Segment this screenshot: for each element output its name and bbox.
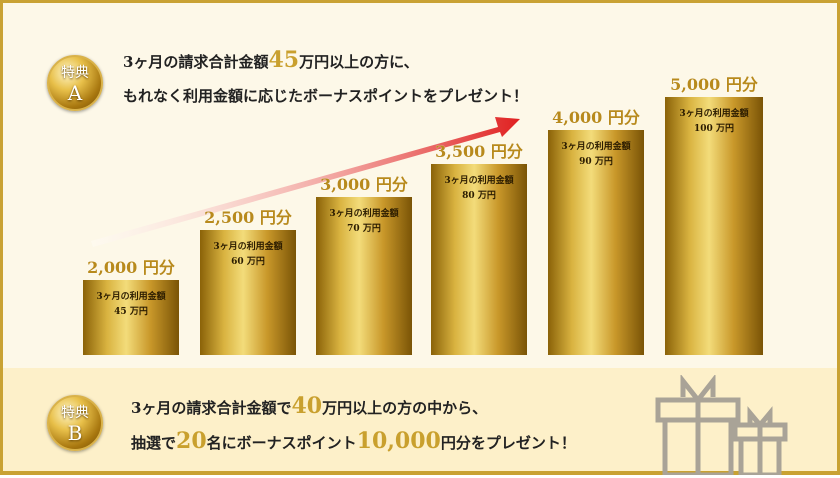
tier-2: 2,500 円分 3ヶ月の利用金額 60 万円 <box>200 204 296 355</box>
highlight-number: 40 <box>291 393 323 419</box>
tier-reward: 5,000 円分 <box>670 75 758 94</box>
tier-amount: 100 万円 <box>694 124 734 134</box>
benefit-a-medal: 特典 A <box>47 55 103 111</box>
tier-bar: 3ヶ月の利用金額 90 万円 <box>548 130 644 355</box>
medal-label: 特典 <box>61 65 89 81</box>
benefit-b-line2: 抽選で20名にボーナスポイント10,000円分をプレゼント！ <box>131 428 576 454</box>
text: 万円以上の方の中から、 <box>322 399 488 417</box>
medal-letter: B <box>67 421 83 445</box>
tier-caption: 3ヶ月の利用金額 <box>96 292 166 302</box>
tier-amount: 70 万円 <box>347 223 381 234</box>
tier-amount: 80 万円 <box>462 190 496 201</box>
text: 名にボーナスポイント <box>206 434 357 452</box>
highlight-number: 20 <box>176 428 207 454</box>
tier-6: 5,000 円分 3ヶ月の利用金額 100 万円 <box>665 71 763 355</box>
tier-5: 4,000 円分 3ヶ月の利用金額 90 万円 <box>548 104 644 355</box>
tier-3: 3,000 円分 3ヶ月の利用金額 70 万円 <box>316 171 412 355</box>
text: 万円以上の方に、 <box>299 53 419 71</box>
tier-caption: 3ヶ月の利用金額 <box>329 208 399 219</box>
text: 3ヶ月の請求合計金額で <box>131 399 292 417</box>
medal-label: 特典 <box>61 405 89 421</box>
tier-amount: 45 万円 <box>114 307 148 317</box>
tier-1: 2,000 円分 3ヶ月の利用金額 45 万円 <box>83 254 179 355</box>
tier-amount: 60 万円 <box>231 257 265 268</box>
tier-reward: 4,000 円分 <box>552 108 640 128</box>
text: 抽選で <box>131 434 177 452</box>
growth-arrow-icon <box>91 117 520 247</box>
medal-letter: A <box>67 81 83 105</box>
benefit-a-line2: もれなく利用金額に応じたボーナスポイントをプレゼント！ <box>123 87 529 105</box>
benefit-a-line1: 3ヶ月の請求合計金額45万円以上の方に、 <box>123 47 419 73</box>
text: 3ヶ月の請求合計金額 <box>123 53 269 71</box>
tier-reward: 3,500 円分 <box>435 141 523 161</box>
tier-amount: 90 万円 <box>579 157 613 168</box>
benefit-b-line1: 3ヶ月の請求合計金額で40万円以上の方の中から、 <box>131 393 487 419</box>
tier-reward: 2,000 円分 <box>87 258 175 277</box>
tier-bar: 3ヶ月の利用金額 70 万円 <box>316 196 412 355</box>
tier-bar: 3ヶ月の利用金額 45 万円 <box>83 280 179 355</box>
tier-caption: 3ヶ月の利用金額 <box>561 142 631 153</box>
gift-box-icon <box>655 375 788 475</box>
tier-reward: 3,000 円分 <box>320 174 408 194</box>
tier-reward: 2,500 円分 <box>204 208 292 228</box>
benefit-b-medal: 特典 B <box>47 395 103 451</box>
tier-bar: 3ヶ月の利用金額 100 万円 <box>665 97 763 355</box>
tier-caption: 3ヶ月の利用金額 <box>213 242 283 253</box>
tier-bar: 3ヶ月の利用金額 80 万円 <box>431 163 527 355</box>
tier-bar: 3ヶ月の利用金額 60 万円 <box>200 230 296 355</box>
highlight-number: 45 <box>268 47 300 73</box>
text: 円分をプレゼント！ <box>440 434 576 452</box>
highlight-number: 10,000 <box>356 428 441 454</box>
tier-caption: 3ヶ月の利用金額 <box>679 109 749 119</box>
tier-4: 3,500 円分 3ヶ月の利用金額 80 万円 <box>431 138 527 355</box>
tier-caption: 3ヶ月の利用金額 <box>444 175 514 186</box>
